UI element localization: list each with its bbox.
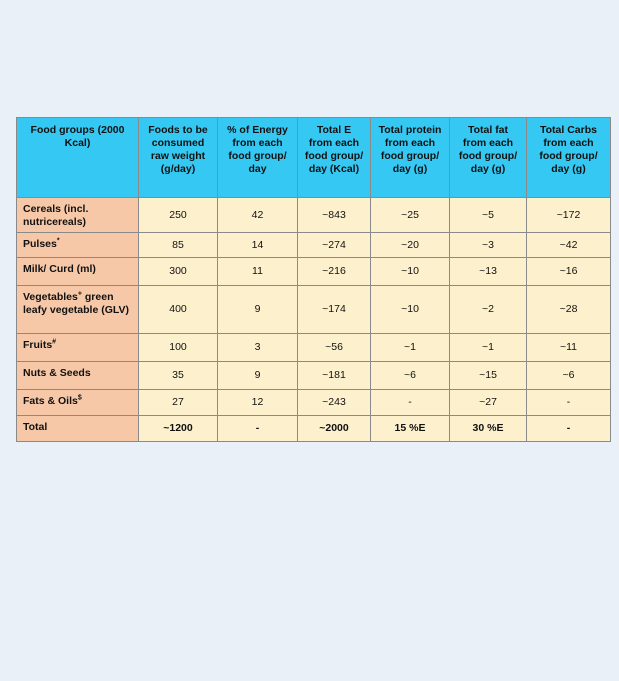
- value-cell: ~1: [370, 333, 450, 362]
- value-cell: 27: [138, 389, 218, 416]
- value-cell: ~6: [526, 361, 611, 390]
- header-cell: Total Carbs from each food group/ day (g…: [526, 117, 611, 198]
- table-body: Cereals (incl. nutricereals) 250 42 ~843 ~25…: [16, 197, 611, 442]
- value-cell: 42: [217, 197, 298, 233]
- table-row: Fruits# 100 3 ~56 ~1 ~1 ~11: [16, 333, 611, 362]
- header-cell: % of Energy from each food group/ day: [217, 117, 298, 198]
- value-cell: ~5: [449, 197, 527, 233]
- food-group-name: Total: [23, 421, 48, 433]
- food-group-cell: Fruits#: [16, 333, 139, 362]
- food-group-name: Nuts & Seeds: [23, 367, 91, 379]
- food-group-cell: Milk/ Curd (ml): [16, 257, 139, 286]
- food-group-name: Cereals (incl. nutricereals): [23, 203, 89, 228]
- food-group-name-rest: green leafy vegetable (GLV): [23, 291, 130, 316]
- value-cell: ~56: [297, 333, 371, 362]
- food-group-cell: Nuts & Seeds: [16, 361, 139, 390]
- value-cell: ~216: [297, 257, 371, 286]
- food-group-name: Fats & Oils: [23, 395, 78, 407]
- value-cell: 3: [217, 333, 298, 362]
- footnote-mark: $: [77, 394, 82, 402]
- header-cell: Total fat from each food group/ day (g): [449, 117, 527, 198]
- value-cell: ~10: [370, 285, 450, 334]
- value-cell: ~6: [370, 361, 450, 390]
- value-cell: 12: [217, 389, 298, 416]
- table-row: Fats & Oils$ 27 12 ~243- ~27-: [16, 389, 611, 416]
- value-cell: 9: [217, 285, 298, 334]
- value-cell: ~20: [370, 232, 450, 258]
- value-cell: 35: [138, 361, 218, 390]
- food-group-cell: Total: [16, 415, 139, 442]
- value-cell: 9: [217, 361, 298, 390]
- header-row: Food groups (2000 Kcal) Foods to be consu…: [16, 117, 611, 198]
- value-cell: ~16: [526, 257, 611, 286]
- footnote-mark: #: [52, 338, 57, 346]
- header-cell: Total E from each food group/ day (Kcal): [297, 117, 371, 198]
- table-row: Pulses* 85 14 ~274 ~20 ~3 ~42: [16, 232, 611, 258]
- value-cell: 300: [138, 257, 218, 286]
- value-cell: ~28: [526, 285, 611, 334]
- value-cell: -: [217, 415, 298, 442]
- value-cell: -: [526, 415, 611, 442]
- table-row: Milk/ Curd (ml) 300 11 ~216 ~10 ~13 ~16: [16, 257, 611, 286]
- table-row: Cereals (incl. nutricereals) 250 42 ~843 ~25…: [16, 197, 611, 233]
- value-cell: ~42: [526, 232, 611, 258]
- food-group-name: Milk/ Curd (ml): [23, 263, 96, 275]
- footnote-mark: +: [77, 290, 82, 298]
- value-cell: -: [526, 389, 611, 416]
- food-group-cell: Vegetables+ green leafy vegetable (GLV): [16, 285, 139, 334]
- food-table: Food groups (2000 Kcal) Foods to be consu…: [16, 117, 611, 442]
- table-row: Total ~1200- ~2000 15 %E 30 %E -: [16, 415, 611, 442]
- value-cell: ~1200: [138, 415, 218, 442]
- value-cell: ~27: [449, 389, 527, 416]
- header-cell: Food groups (2000 Kcal): [16, 117, 139, 198]
- value-cell: ~3: [449, 232, 527, 258]
- food-group-name: Pulses: [23, 238, 57, 250]
- value-cell: 15 %E: [370, 415, 450, 442]
- food-group-cell: Pulses*: [16, 232, 139, 258]
- header-cell: Total protein from each food group/ day …: [370, 117, 450, 198]
- table-row: Nuts & Seeds 35 9 ~181 ~6 ~15 ~6: [16, 361, 611, 390]
- footnote-mark: *: [56, 237, 60, 245]
- value-cell: ~11: [526, 333, 611, 362]
- value-cell: -: [370, 389, 450, 416]
- header-cell: Foods to be consumed raw weight (g/day): [138, 117, 218, 198]
- value-cell: ~2: [449, 285, 527, 334]
- value-cell: ~243: [297, 389, 371, 416]
- value-cell: ~274: [297, 232, 371, 258]
- value-cell: ~13: [449, 257, 527, 286]
- value-cell: 30 %E: [449, 415, 527, 442]
- value-cell: ~2000: [297, 415, 371, 442]
- food-group-name: Fruits: [23, 339, 53, 351]
- value-cell: ~172: [526, 197, 611, 233]
- table-row: Vegetables+ green leafy vegetable (GLV) 4…: [16, 285, 611, 334]
- food-group-name: Vegetables: [23, 291, 78, 303]
- value-cell: ~1: [449, 333, 527, 362]
- value-cell: 85: [138, 232, 218, 258]
- value-cell: ~843: [297, 197, 371, 233]
- value-cell: ~25: [370, 197, 450, 233]
- value-cell: ~15: [449, 361, 527, 390]
- value-cell: 11: [217, 257, 298, 286]
- value-cell: ~174: [297, 285, 371, 334]
- value-cell: ~10: [370, 257, 450, 286]
- food-group-cell: Cereals (incl. nutricereals): [16, 197, 139, 233]
- value-cell: 250: [138, 197, 218, 233]
- value-cell: 100: [138, 333, 218, 362]
- food-group-cell: Fats & Oils$: [16, 389, 139, 416]
- value-cell: 400: [138, 285, 218, 334]
- value-cell: 14: [217, 232, 298, 258]
- value-cell: ~181: [297, 361, 371, 390]
